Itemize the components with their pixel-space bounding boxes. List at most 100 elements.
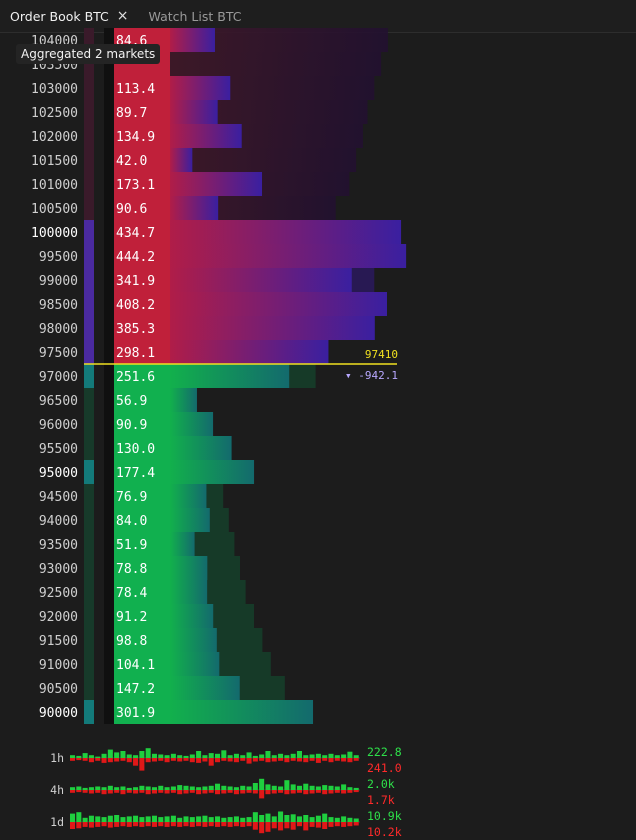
sparkline-buy-bar — [284, 755, 290, 758]
sparkline-sell-bar — [158, 758, 164, 761]
bid-qty-label: 98.8 — [116, 634, 147, 649]
sparkline-buy-bar — [233, 816, 239, 822]
bid-volume-bar — [170, 580, 208, 604]
tab-watch-list-label: Watch List BTC — [148, 8, 242, 24]
sparkline-buy-bar — [221, 785, 227, 790]
sparkline-sell-bar — [240, 822, 246, 827]
ask-side-cell — [84, 52, 94, 76]
sparkline-sell-bar — [202, 822, 208, 827]
tab-order-book[interactable]: Order Book BTC × — [0, 0, 139, 32]
sparkline-buy-bar — [158, 785, 164, 790]
sparkline-sell-bar — [76, 822, 82, 829]
sparkline-sell-bar — [246, 758, 252, 764]
sparkline-buy-bar — [334, 786, 340, 790]
sparkline-sell-bar — [221, 822, 227, 827]
bid-side-cell — [84, 460, 94, 484]
bid-price-label: 91000 — [39, 658, 78, 673]
sparkline-sell-bar — [221, 790, 227, 794]
sparkline-buy-bar — [88, 815, 94, 822]
ask-side-cell — [84, 292, 94, 316]
sparkline-sell-bar — [120, 822, 126, 827]
tab-watch-list[interactable]: Watch List BTC — [139, 0, 252, 32]
ask-qty-label: 434.7 — [116, 226, 155, 241]
sparkline-sell-bar — [95, 822, 101, 827]
sparkline-sell-bar — [303, 758, 309, 763]
sparkline-sell-bar — [82, 822, 88, 827]
ask-side-cell — [84, 220, 94, 244]
sparkline-buy-bar — [114, 752, 120, 758]
sparkline-sell-bar — [353, 822, 359, 826]
sparkline-buy-bar — [95, 816, 101, 822]
bid-price-label: 92000 — [39, 610, 78, 625]
bid-price-label: 97000 — [39, 370, 78, 385]
close-icon[interactable]: × — [116, 8, 129, 24]
sparkline-buy-bar — [259, 815, 265, 822]
sparkline-sell-bar — [322, 822, 328, 829]
sparkline-sell-bar — [70, 790, 76, 793]
sparkline-buy-bar — [183, 785, 189, 790]
sparkline-buy-bar — [145, 786, 151, 790]
ask-side-cell — [84, 244, 94, 268]
sparkline-buy-bar — [309, 817, 315, 822]
sparkline-buy-bar — [82, 753, 88, 758]
bid-price-label: 92500 — [39, 586, 78, 601]
sparkline-buy-bar — [82, 787, 88, 790]
sparkline-buy-bar — [278, 786, 284, 790]
sparkline-buy-bar — [233, 787, 239, 790]
sparkline-sell-bar — [139, 822, 145, 827]
sparkline-buy-bar — [101, 817, 107, 822]
sparkline-sell-bar — [145, 758, 151, 763]
bid-qty-label: 104.1 — [116, 658, 155, 673]
sparkline-sell-bar — [145, 822, 151, 827]
sparkline-buy-bar — [341, 784, 347, 790]
sparkline-sell-bar — [240, 758, 246, 761]
sparkline-sell-bar — [334, 790, 340, 793]
bid-volume-bar — [170, 556, 208, 580]
ask-volume-bar — [170, 340, 329, 364]
sparkline-sell-bar — [290, 758, 296, 761]
sparkline-sell-bar — [145, 790, 151, 795]
ask-side-cell — [84, 196, 94, 220]
bid-side-cell — [84, 508, 94, 532]
sparkline-sell-bar — [70, 758, 76, 761]
sparkline-buy-bar — [139, 817, 145, 822]
sparkline-buy-bar — [221, 817, 227, 822]
ask-side-cell — [84, 28, 94, 52]
sparkline-buy-bar — [240, 817, 246, 822]
sparkline-buy-bar — [215, 753, 221, 758]
sparkline-buy-bar — [252, 812, 258, 822]
sparkline-buy-bar — [101, 753, 107, 758]
sparkline-sell-bar — [158, 822, 164, 827]
sparkline-sell-bar — [296, 758, 302, 762]
sparkline-sell-bar — [202, 758, 208, 762]
sparkline-sell-bar — [183, 822, 189, 827]
sparkline-sell-bar — [177, 790, 183, 795]
sparkline-sell-bar — [208, 758, 214, 766]
sparkline-sell-bar — [259, 758, 265, 761]
sparkline-sell-bar — [215, 822, 221, 827]
sparkline-buy-bar — [296, 751, 302, 758]
tab-bar: Order Book BTC × Watch List BTC — [0, 0, 636, 33]
sparkline-sell-bar — [196, 822, 202, 827]
sparkline-sell-bar — [334, 822, 340, 827]
sparkline-buy-bar — [227, 755, 233, 758]
sparkline-buy-bar — [189, 786, 195, 790]
sparkline-buy-bar — [208, 817, 214, 822]
sparkline-buy-bar — [215, 816, 221, 822]
sparkline-buy-bar — [70, 813, 76, 822]
sparkline-sell-bar — [151, 790, 157, 794]
ask-price-label: 100000 — [31, 226, 78, 241]
sparkline-sell-bar — [114, 822, 120, 827]
ask-qty-label: 90.6 — [116, 202, 147, 217]
sparkline-buy-bar — [259, 778, 265, 790]
bid-volume-bar — [170, 460, 255, 484]
sparkline-timeframe-label: 1d — [50, 815, 64, 829]
sparkline-buy-bar — [271, 816, 277, 822]
sparkline-buy-total: 222.8 — [367, 745, 402, 759]
sparkline-sell-bar — [101, 790, 107, 795]
sparkline-buy-bar — [259, 754, 265, 758]
bid-qty-label: 130.0 — [116, 442, 155, 457]
sparkline-sell-bar — [315, 822, 321, 828]
sparkline-buy-bar — [353, 787, 359, 790]
